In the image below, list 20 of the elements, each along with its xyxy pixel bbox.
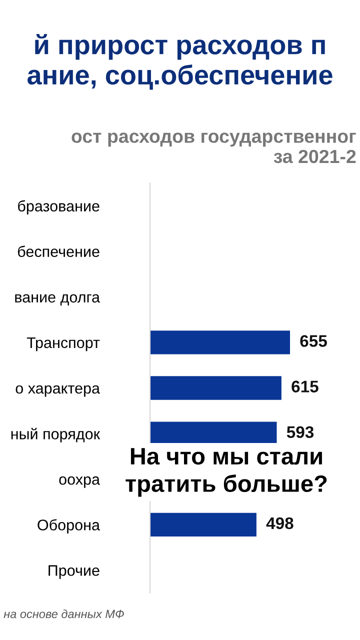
data-label: 498 bbox=[266, 517, 294, 530]
data-label: 655 bbox=[300, 335, 327, 347]
data-label: 615 bbox=[292, 380, 318, 392]
text: на основе данных МФ bbox=[4, 609, 124, 618]
y-tick-label: вание долга bbox=[15, 294, 100, 306]
y-tick-label: оохра bbox=[59, 476, 100, 488]
chart-subtitle: ост расходов государственног за 2021-2 bbox=[72, 132, 356, 164]
y-tick-label: Транспорт bbox=[26, 337, 100, 352]
annotation: На что мы стали тратить больше? bbox=[126, 448, 327, 497]
y-tick-label: о характера bbox=[16, 385, 100, 397]
bar bbox=[150, 330, 290, 354]
y-tick-label: Оборона bbox=[38, 519, 100, 534]
bar bbox=[150, 512, 256, 537]
bar bbox=[150, 376, 282, 400]
chart-title: й прирост расходов п ание, соц.обеспечение bbox=[28, 34, 332, 90]
y-tick-label: беспечение bbox=[18, 246, 100, 258]
y-tick-label: ный порядок bbox=[11, 428, 100, 442]
y-tick-label: Прочие bbox=[48, 565, 100, 579]
y-tick-label: бразование bbox=[18, 200, 100, 215]
data-label: 593 bbox=[286, 426, 314, 438]
